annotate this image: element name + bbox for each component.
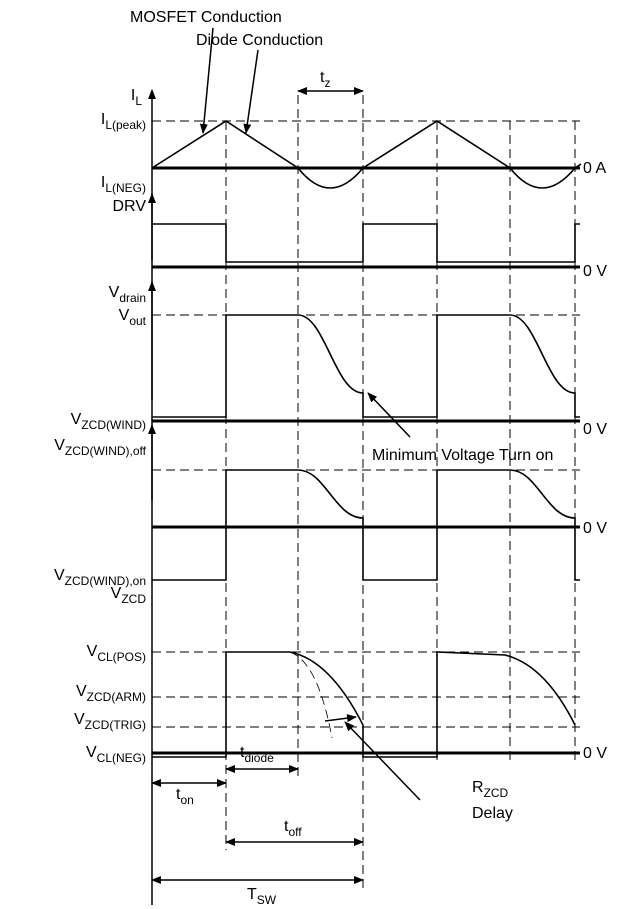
signal-label: VZCD(WIND),off: [54, 437, 146, 458]
drive-signal: [152, 223, 580, 263]
label-sub: L(peak): [105, 118, 146, 132]
rzcd-label: RZCD: [472, 779, 509, 800]
label-main: V: [54, 437, 65, 454]
signal-label: VZCD(TRIG): [74, 711, 146, 732]
axis: [148, 89, 580, 905]
timing-label: TSW: [247, 886, 277, 907]
label-sub: out: [129, 314, 146, 328]
zcd-extrapolation: [289, 651, 333, 739]
label-sub: off: [288, 825, 302, 839]
label-sub: CL(NEG): [97, 751, 146, 765]
label-sub: CL(POS): [97, 650, 146, 664]
label-main: I: [101, 111, 105, 128]
signal-label: DRV: [113, 198, 147, 215]
signal-label: IL(peak): [101, 111, 146, 132]
label-main: t: [320, 69, 325, 86]
label-sub: SW: [257, 893, 277, 907]
diode-label: Diode Conduction: [196, 32, 323, 49]
label-main: V: [71, 411, 82, 428]
label-sub: L: [135, 94, 142, 108]
label-sub: drain: [119, 291, 146, 305]
zero-label: 0 V: [583, 520, 607, 537]
timing-label: tz: [320, 69, 330, 90]
label-main: R: [472, 779, 484, 796]
drain-voltage: [152, 314, 580, 418]
label-main: t: [176, 786, 181, 803]
signal-label: Vout: [119, 307, 147, 328]
signal-label: Vdrain: [109, 284, 146, 305]
label-sub: ZCD(WIND): [81, 418, 146, 432]
label-main: V: [54, 567, 65, 584]
label-main: t: [284, 818, 289, 835]
signal-label: VZCD(ARM): [76, 683, 146, 704]
label-main: I: [131, 87, 135, 104]
label-sub: ZCD: [484, 786, 509, 800]
dashed-guides: [152, 95, 580, 890]
signal-label: VZCD(WIND),on: [54, 567, 146, 588]
zero-label: 0 V: [583, 745, 607, 762]
mosfet-label: MOSFET Conduction: [130, 9, 282, 26]
label-sub: ZCD(ARM): [87, 690, 146, 704]
label-main: t: [240, 744, 245, 761]
label-sub: ZCD(TRIG): [85, 718, 146, 732]
signal-label: IL: [131, 87, 142, 108]
label-main: V: [87, 643, 98, 660]
label-main: V: [109, 284, 120, 301]
label-sub: ZCD(WIND),off: [65, 444, 147, 458]
baselines: [152, 166, 580, 755]
label-main: V: [74, 711, 85, 728]
min-voltage-label: Minimum Voltage Turn on: [372, 447, 553, 464]
label-sub: ZCD: [121, 592, 146, 606]
signal-label: VCL(POS): [87, 643, 146, 664]
timing-label: toff: [284, 818, 302, 839]
delay-label: Delay: [472, 805, 513, 822]
signal-label: VCL(NEG): [86, 744, 146, 765]
label-main: V: [86, 744, 97, 761]
label-sub: ZCD(WIND),on: [65, 574, 146, 588]
timing-label: tdiode: [240, 744, 274, 765]
signal-label: VZCD: [111, 585, 147, 606]
timing-label: ton: [176, 786, 194, 807]
annotation-arrows: [151, 27, 421, 884]
zcd-wind-voltage: [152, 469, 580, 581]
label-main: I: [101, 174, 105, 191]
zero-label: 0 V: [583, 421, 607, 438]
label-sub: diode: [244, 751, 274, 765]
label-sub: on: [180, 793, 193, 807]
label-main: V: [119, 307, 130, 324]
zero-label: 0 A: [583, 160, 606, 177]
label-main: V: [111, 585, 122, 602]
label-main: V: [76, 683, 87, 700]
label-sub: z: [324, 76, 330, 90]
inductor-current: [151, 120, 582, 189]
zero-label: 0 V: [583, 263, 607, 280]
label-main: DRV: [113, 198, 147, 215]
label-sub: L(NEG): [105, 181, 146, 195]
label-main: T: [247, 886, 257, 903]
signal-label: VZCD(WIND): [71, 411, 146, 432]
signal-label: IL(NEG): [101, 174, 146, 195]
